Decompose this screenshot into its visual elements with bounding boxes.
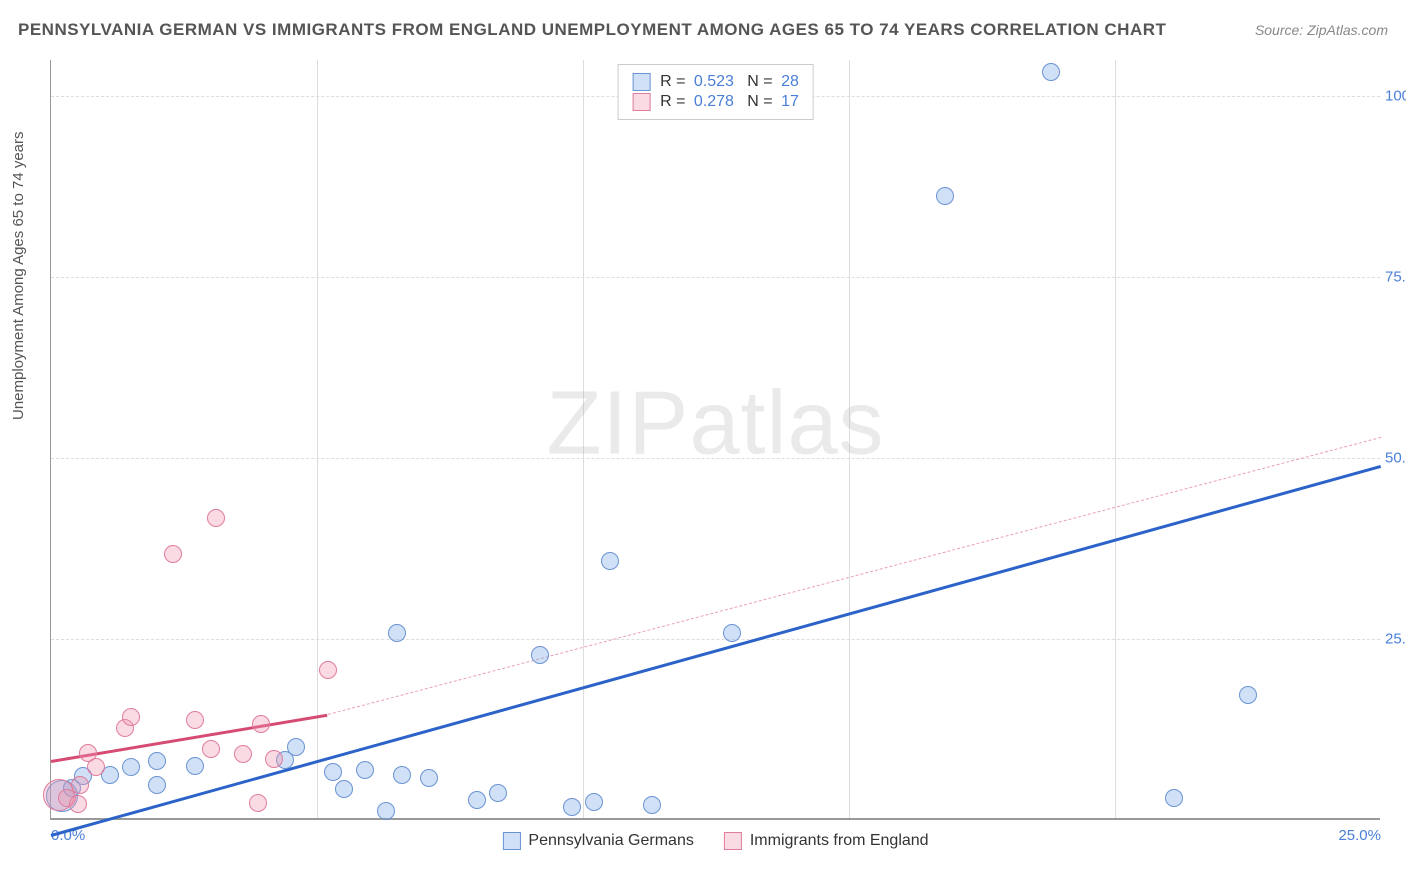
series-legend: Pennsylvania Germans Immigrants from Engl… bbox=[502, 832, 928, 850]
data-point bbox=[122, 708, 140, 726]
data-point bbox=[69, 795, 87, 813]
legend-swatch bbox=[632, 93, 650, 111]
gridline-vertical bbox=[317, 60, 318, 818]
data-point bbox=[585, 793, 603, 811]
gridline-horizontal bbox=[51, 277, 1380, 278]
legend-row: R = 0.278 N = 17 bbox=[632, 93, 799, 111]
gridline-horizontal bbox=[51, 639, 1380, 640]
y-tick-label: 25.0% bbox=[1385, 631, 1406, 648]
legend-row: R = 0.523 N = 28 bbox=[632, 73, 799, 91]
data-point bbox=[936, 187, 954, 205]
legend-item: Pennsylvania Germans bbox=[502, 832, 693, 850]
data-point bbox=[287, 738, 305, 756]
chart-header: PENNSYLVANIA GERMAN VS IMMIGRANTS FROM E… bbox=[18, 20, 1388, 40]
legend-stats: R = 0.523 N = 28 bbox=[660, 73, 799, 91]
data-point bbox=[388, 624, 406, 642]
data-point bbox=[234, 745, 252, 763]
trend-line bbox=[327, 436, 1381, 714]
data-point bbox=[563, 798, 581, 816]
data-point bbox=[186, 711, 204, 729]
y-tick-label: 75.0% bbox=[1385, 269, 1406, 286]
data-point bbox=[164, 545, 182, 563]
data-point bbox=[420, 769, 438, 787]
data-point bbox=[148, 776, 166, 794]
gridline-vertical bbox=[583, 60, 584, 818]
data-point bbox=[335, 780, 353, 798]
data-point bbox=[601, 552, 619, 570]
data-point bbox=[489, 784, 507, 802]
y-tick-label: 50.0% bbox=[1385, 450, 1406, 467]
correlation-legend: R = 0.523 N = 28 R = 0.278 N = 17 bbox=[617, 64, 814, 120]
data-point bbox=[531, 646, 549, 664]
legend-item: Immigrants from England bbox=[724, 832, 929, 850]
data-point bbox=[723, 624, 741, 642]
legend-stats: R = 0.278 N = 17 bbox=[660, 93, 799, 111]
data-point bbox=[643, 796, 661, 814]
legend-label: Pennsylvania Germans bbox=[528, 832, 693, 850]
data-point bbox=[356, 761, 374, 779]
chart-title: PENNSYLVANIA GERMAN VS IMMIGRANTS FROM E… bbox=[18, 20, 1166, 40]
scatter-chart: ZIPatlas 25.0%50.0%75.0%100.0%0.0%25.0%R… bbox=[50, 60, 1380, 820]
data-point bbox=[249, 794, 267, 812]
data-point bbox=[377, 802, 395, 820]
data-point bbox=[186, 757, 204, 775]
data-point bbox=[207, 509, 225, 527]
chart-source: Source: ZipAtlas.com bbox=[1255, 22, 1388, 38]
legend-swatch bbox=[632, 73, 650, 91]
data-point bbox=[324, 763, 342, 781]
watermark: ZIPatlas bbox=[546, 372, 884, 475]
data-point bbox=[1165, 789, 1183, 807]
data-point bbox=[319, 661, 337, 679]
gridline-vertical bbox=[1115, 60, 1116, 818]
legend-label: Immigrants from England bbox=[750, 832, 929, 850]
gridline-horizontal bbox=[51, 458, 1380, 459]
data-point bbox=[468, 791, 486, 809]
data-point bbox=[1239, 686, 1257, 704]
legend-swatch bbox=[502, 832, 520, 850]
data-point bbox=[202, 740, 220, 758]
gridline-vertical bbox=[849, 60, 850, 818]
data-point bbox=[265, 750, 283, 768]
data-point bbox=[87, 758, 105, 776]
y-tick-label: 100.0% bbox=[1385, 88, 1406, 105]
y-axis-label: Unemployment Among Ages 65 to 74 years bbox=[10, 131, 27, 420]
data-point bbox=[148, 752, 166, 770]
legend-swatch bbox=[724, 832, 742, 850]
data-point bbox=[71, 776, 89, 794]
trend-line bbox=[51, 465, 1382, 837]
data-point bbox=[393, 766, 411, 784]
data-point bbox=[1042, 63, 1060, 81]
data-point bbox=[252, 715, 270, 733]
x-tick-label: 25.0% bbox=[1338, 827, 1381, 844]
data-point bbox=[122, 758, 140, 776]
